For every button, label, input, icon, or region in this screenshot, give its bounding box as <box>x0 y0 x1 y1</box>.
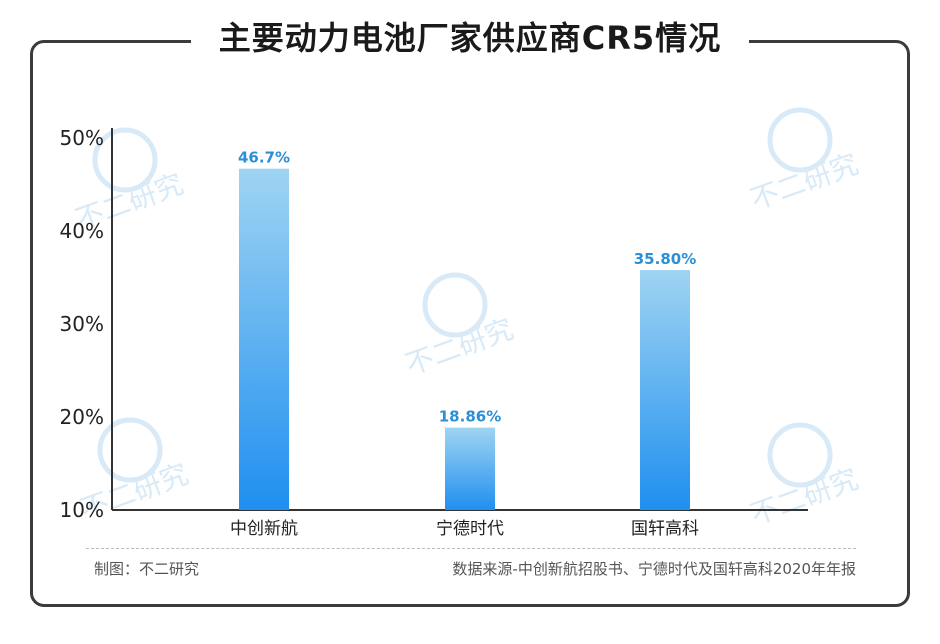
title-wrapper: 主要动力电池厂家供应商CR5情况 <box>0 10 940 66</box>
chart-title: 主要动力电池厂家供应商CR5情况 <box>190 10 750 66</box>
x-category-label: 国轩高科 <box>631 519 699 539</box>
footer-divider <box>86 548 856 549</box>
bar <box>239 168 289 510</box>
watermark-logo: 不二研究 <box>75 410 225 534</box>
chart-labels: 46.7% 中创新航 18.86% 宁德时代 35.80% 国轩高科 <box>230 149 699 539</box>
y-tick-label: 40% <box>60 219 104 243</box>
data-label: 35.80% <box>634 250 696 268</box>
watermark-logo: 不二研究 <box>745 415 895 539</box>
y-tick-label: 20% <box>60 405 104 429</box>
x-category-label: 中创新航 <box>230 519 298 539</box>
footer-credit: 制图：不二研究 <box>94 560 200 578</box>
data-label: 18.86% <box>439 408 501 426</box>
bar <box>445 427 495 510</box>
watermark-logo: 不二研究 <box>745 100 895 224</box>
footer-source: 数据来源-中创新航招股书、宁德时代及国轩高科2020年年报 <box>452 560 856 578</box>
y-tick-label: 10% <box>60 498 104 522</box>
y-tick-label: 30% <box>60 312 104 336</box>
x-category-label: 宁德时代 <box>436 519 504 539</box>
chart-bars <box>239 168 690 510</box>
data-label: 46.7% <box>238 149 290 167</box>
bar <box>640 270 690 510</box>
watermark-logo: 不二研究 <box>70 120 220 244</box>
watermark-logo: 不二研究 <box>400 265 550 389</box>
chart-axes: 10% 20% 30% 40% 50% <box>60 126 808 522</box>
y-tick-label: 50% <box>60 126 104 150</box>
